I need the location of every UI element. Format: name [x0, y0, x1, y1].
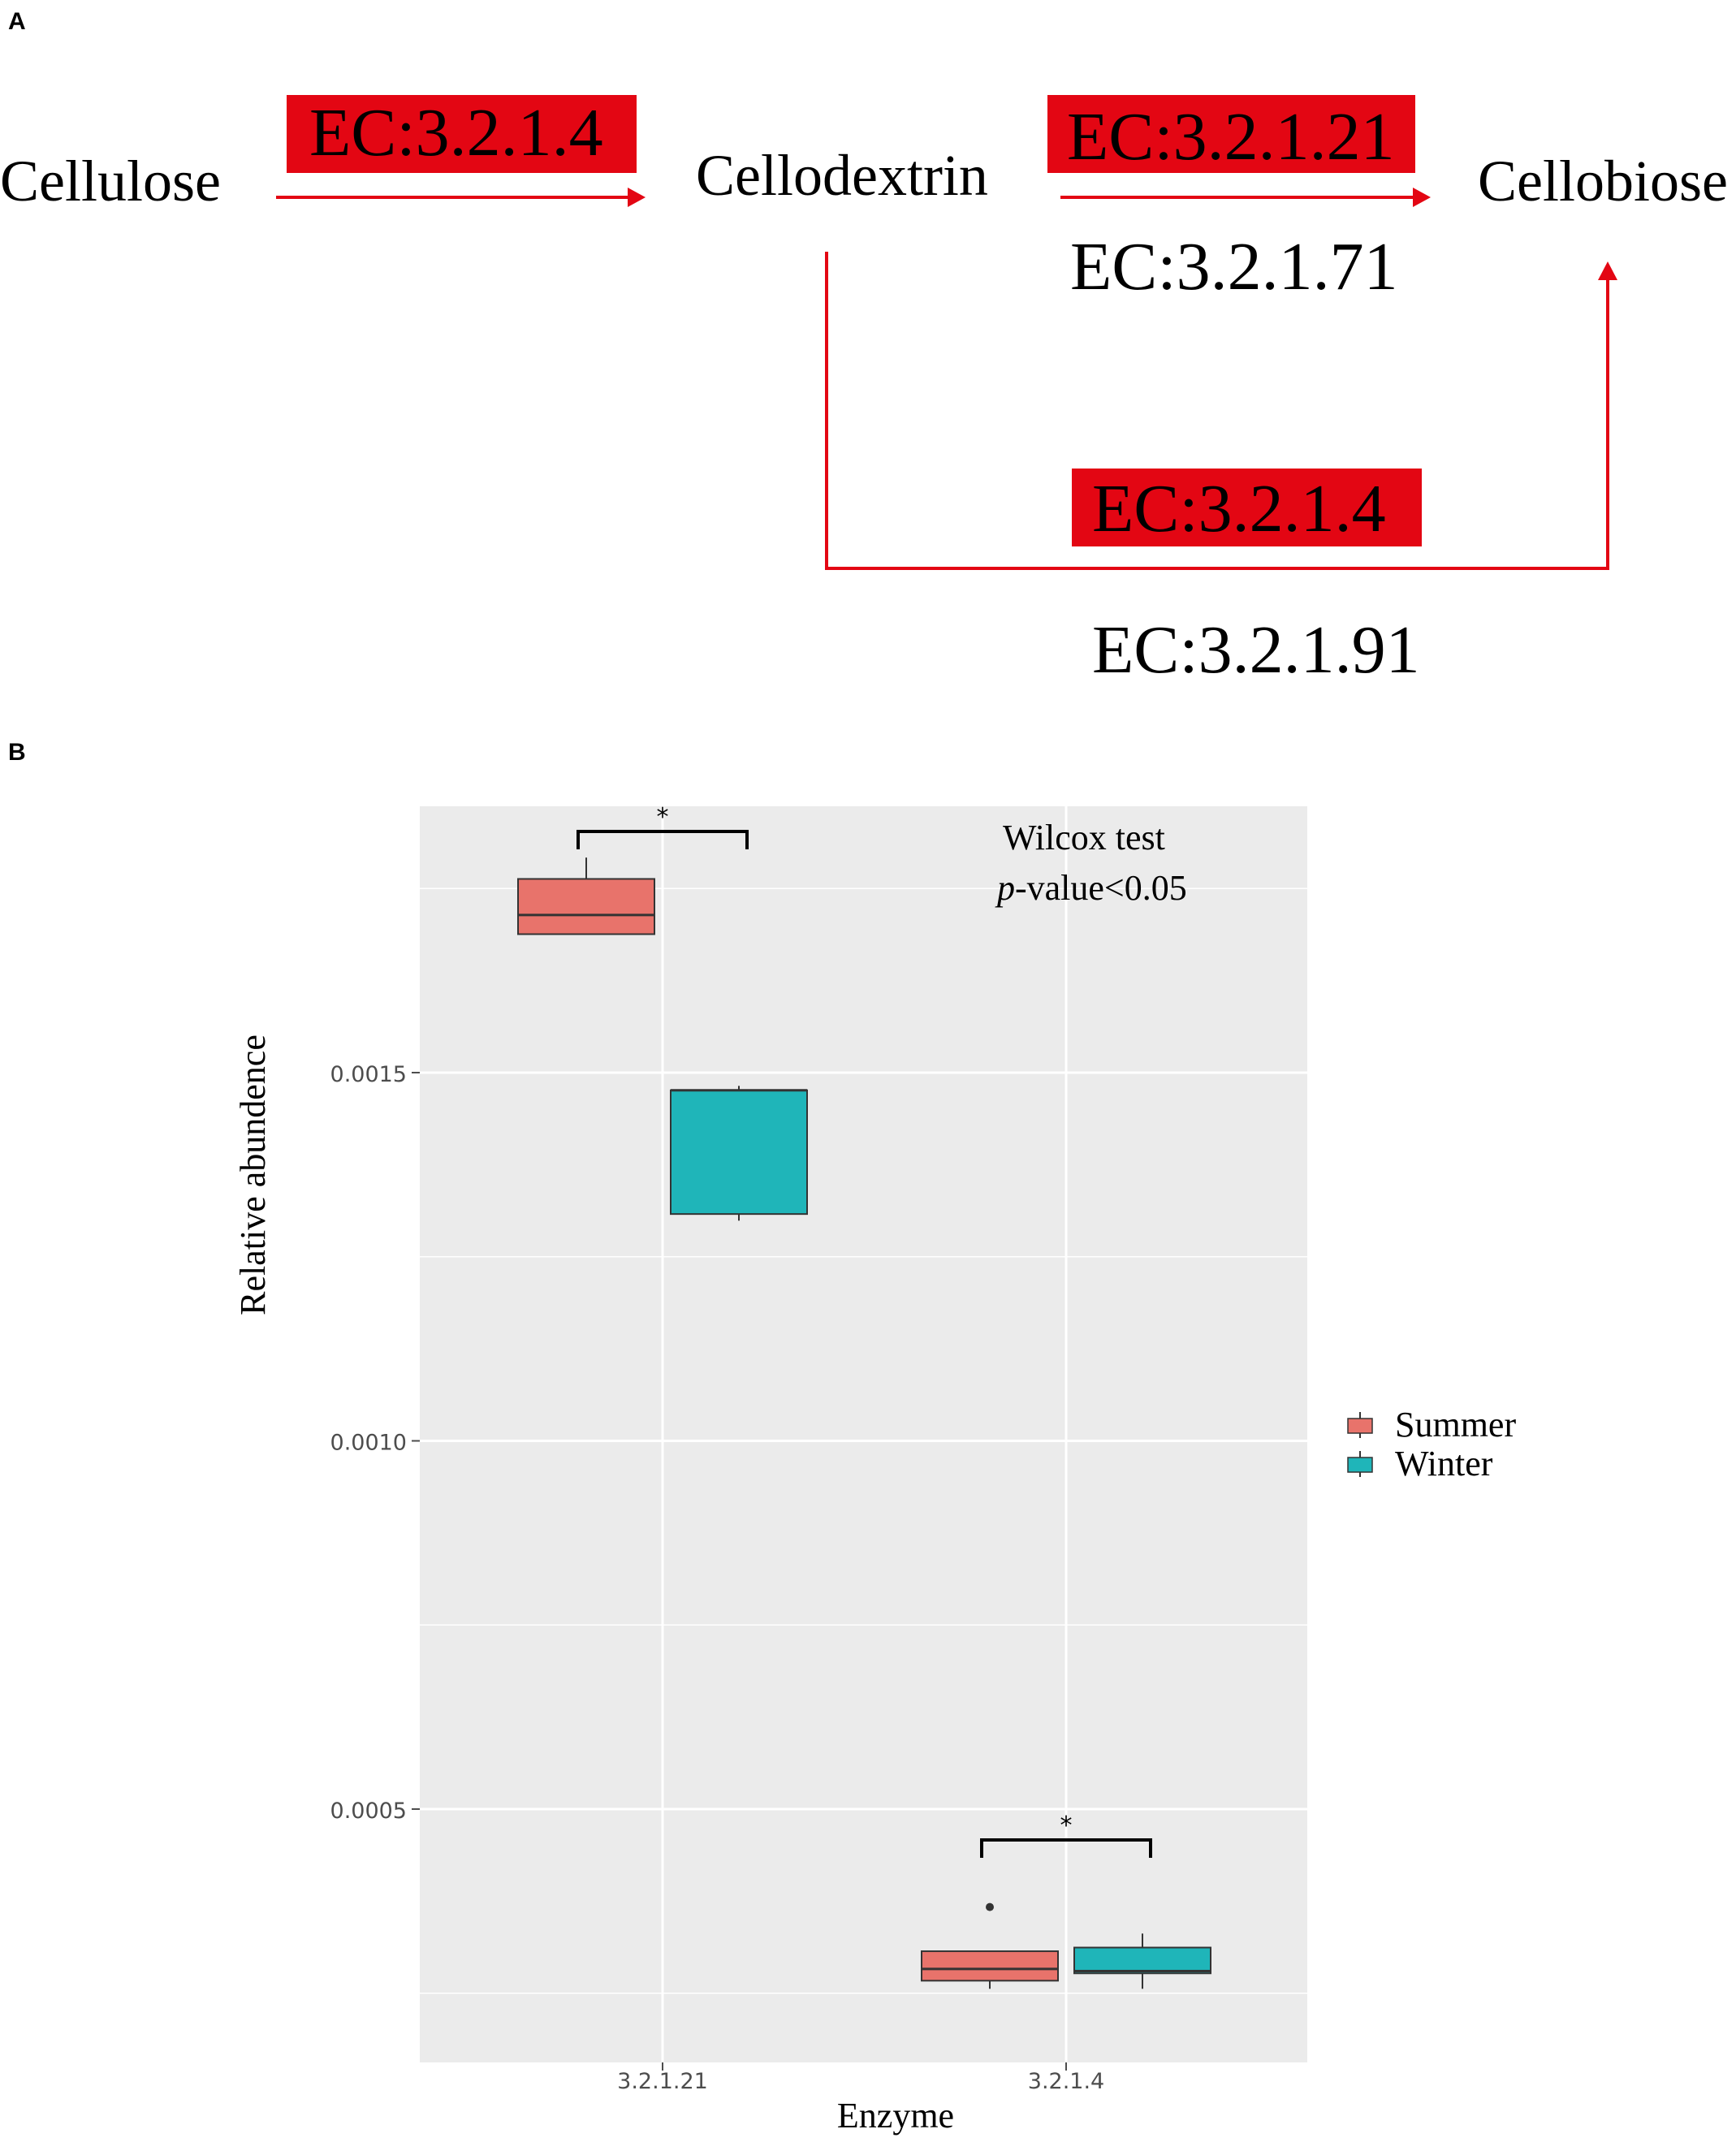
enzyme-label-5: EC:3.2.1.91 [1092, 612, 1420, 688]
y-axis-title: Relative abundence [233, 1034, 273, 1315]
enzyme-label-3: EC:3.2.1.71 [1070, 229, 1398, 304]
annotation-line-1: Wilcox test [1003, 818, 1165, 857]
significance-bracket [577, 830, 749, 849]
box-summer-3.2.1.4 [921, 1902, 1059, 1989]
legend-key-swatch [1347, 1418, 1373, 1434]
x-axis-title: Enzyme [837, 2096, 954, 2136]
box-winter-3.2.1.4 [1073, 1933, 1211, 1989]
annotation-line-2: p-value<0.05 [995, 868, 1187, 908]
arrowhead-1 [628, 188, 646, 207]
box-iqr [670, 1089, 808, 1216]
arrowhead-3 [1598, 261, 1617, 280]
legend-item-summer: Summer [1347, 1405, 1516, 1445]
legend-label: Summer [1395, 1405, 1516, 1445]
significance-star: * [1060, 1812, 1073, 1840]
x-tick-label: 3.2.1.4 [1028, 2069, 1104, 2094]
ec-highlight-1 [287, 95, 637, 173]
box-iqr [517, 878, 655, 935]
annotation-p-italic: p [995, 868, 1015, 908]
node-cellobiose: Cellobiose [1478, 149, 1728, 214]
y-tick-label: 0.0005 [330, 1799, 407, 1824]
y-tick-label: 0.0015 [330, 1062, 407, 1087]
box-iqr [921, 1950, 1059, 1982]
enzyme-label-2: EC:3.2.1.21 [1067, 99, 1395, 175]
node-cellulose: Cellulose [0, 149, 221, 214]
box-iqr [1073, 1946, 1211, 1975]
y-tick-label: 0.0010 [330, 1431, 407, 1456]
panel-label-a: A [8, 8, 26, 35]
ec-highlight-2 [1047, 95, 1415, 173]
significance-star: * [657, 803, 669, 831]
panel-label-b: B [8, 739, 26, 766]
significance-bracket [980, 1838, 1152, 1858]
plot-panel [420, 806, 1307, 2062]
legend-key-swatch [1347, 1457, 1373, 1473]
box-winter-3.2.1.21 [670, 1086, 808, 1221]
enzyme-label-1: EC:3.2.1.4 [309, 95, 603, 171]
arrow-bypass [825, 252, 1609, 570]
legend-label: Winter [1395, 1444, 1493, 1483]
annotation-p-rest: -value<0.05 [1015, 868, 1187, 908]
ec-highlight-4 [1072, 469, 1422, 546]
arrowhead-2 [1413, 188, 1431, 207]
legend-item-winter: Winter [1347, 1444, 1493, 1483]
x-tick-label: 3.2.1.21 [617, 2069, 708, 2094]
outlier-point [986, 1902, 994, 1911]
box-summer-3.2.1.21 [517, 857, 655, 935]
node-cellodextrin: Cellodextrin [696, 143, 988, 208]
pathway-arrows [276, 188, 1617, 570]
enzyme-label-4: EC:3.2.1.4 [1092, 471, 1386, 546]
